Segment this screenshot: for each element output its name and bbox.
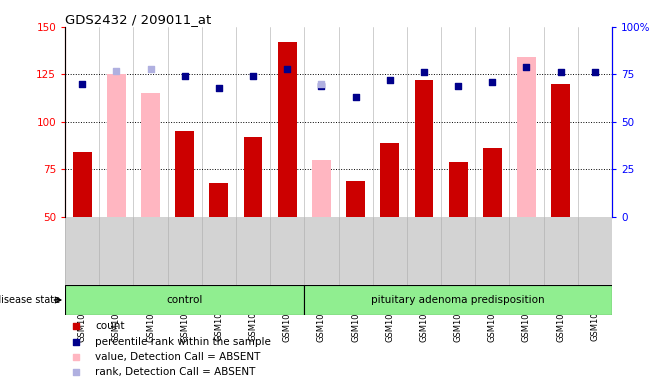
Bar	[449, 162, 467, 217]
Bar	[278, 42, 297, 217]
Text: control: control	[167, 295, 203, 305]
Bar	[483, 149, 502, 217]
Text: rank, Detection Call = ABSENT: rank, Detection Call = ABSENT	[95, 367, 256, 377]
Point	[214, 84, 224, 91]
Bar	[210, 183, 229, 217]
Point	[433, 165, 443, 171]
Bar	[141, 93, 160, 217]
Bar	[551, 84, 570, 217]
Point	[248, 73, 258, 79]
Point	[419, 70, 429, 76]
Text: percentile rank within the sample: percentile rank within the sample	[95, 336, 271, 346]
Bar	[243, 137, 262, 217]
Text: pituitary adenoma predisposition: pituitary adenoma predisposition	[371, 295, 545, 305]
FancyBboxPatch shape	[304, 285, 612, 314]
Point	[350, 94, 361, 100]
Bar	[517, 57, 536, 217]
Point	[77, 81, 87, 87]
Bar	[380, 143, 399, 217]
Point	[180, 73, 190, 79]
Point	[590, 70, 600, 76]
Point	[453, 83, 464, 89]
Point	[145, 66, 156, 72]
Text: value, Detection Call = ABSENT: value, Detection Call = ABSENT	[95, 352, 260, 362]
Point	[555, 70, 566, 76]
Text: count: count	[95, 321, 125, 331]
Bar	[175, 131, 194, 217]
Bar	[346, 181, 365, 217]
Point	[433, 26, 443, 32]
Point	[282, 66, 292, 72]
FancyBboxPatch shape	[65, 285, 304, 314]
Text: GDS2432 / 209011_at: GDS2432 / 209011_at	[65, 13, 212, 26]
Bar	[312, 160, 331, 217]
Point	[521, 64, 532, 70]
Point	[385, 77, 395, 83]
Bar	[107, 74, 126, 217]
Text: disease state: disease state	[0, 295, 63, 305]
Bar	[73, 152, 92, 217]
Point	[316, 83, 327, 89]
Point	[487, 79, 497, 85]
Point	[111, 68, 122, 74]
Point	[433, 304, 443, 310]
Bar	[415, 80, 434, 217]
Point	[316, 81, 327, 87]
